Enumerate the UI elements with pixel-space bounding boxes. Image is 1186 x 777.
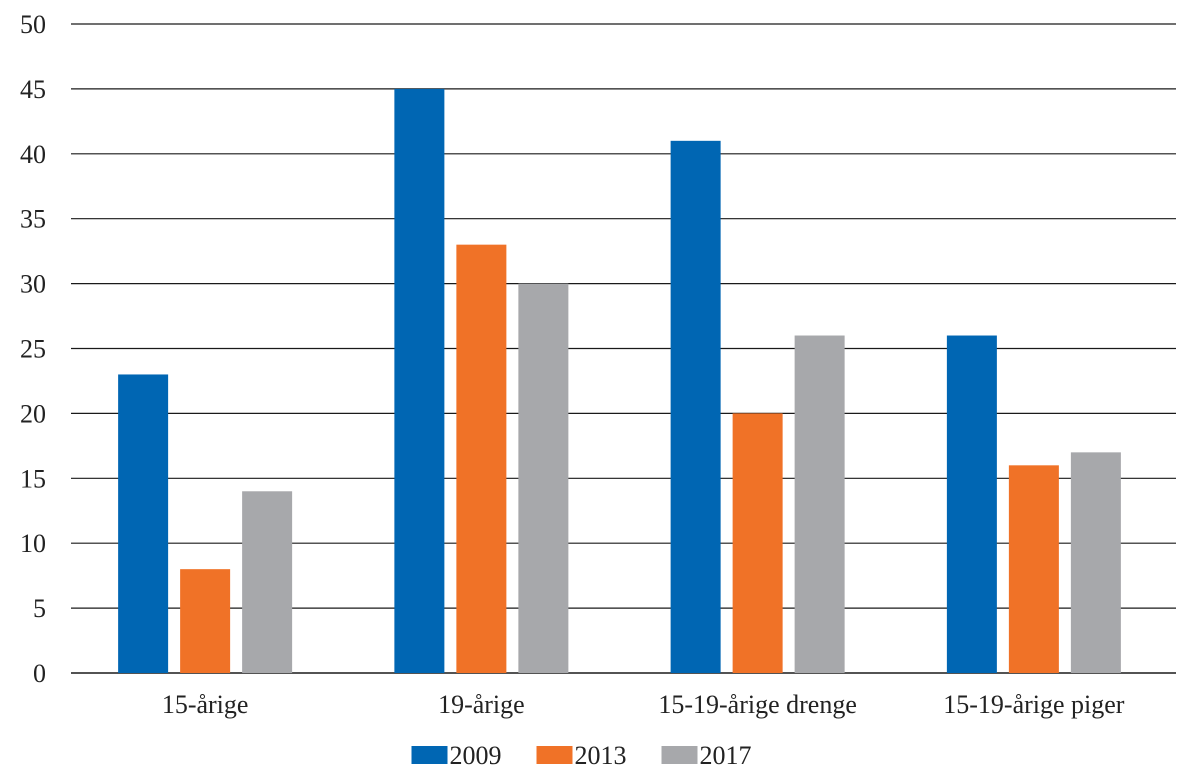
bar-2009	[394, 88, 445, 673]
y-tick-label: 35	[20, 205, 46, 234]
legend-swatch-2017	[661, 746, 698, 764]
bar-2009	[118, 374, 169, 673]
bar-2009	[946, 335, 997, 673]
y-tick-label: 20	[20, 399, 46, 428]
bar-2009	[670, 140, 721, 673]
x-category-label: 15-årige	[162, 690, 249, 719]
bar-2017	[1070, 452, 1121, 673]
y-axis-tick-labels: 0 5 10 15 20 25 30 35 40 45 50	[20, 10, 46, 688]
legend-label: 2009	[450, 741, 502, 770]
legend-label: 2017	[700, 741, 752, 770]
y-tick-label: 5	[33, 594, 46, 623]
y-tick-label: 15	[20, 464, 46, 493]
legend-label: 2013	[575, 741, 627, 770]
x-category-label: 19-årige	[438, 690, 525, 719]
bar-2017	[794, 335, 845, 673]
y-tick-label: 0	[33, 659, 46, 688]
legend-swatch-2009	[411, 746, 448, 764]
bar-2013	[180, 569, 231, 673]
y-tick-label: 40	[20, 140, 46, 169]
x-category-label: 15-19-årige piger	[943, 690, 1125, 719]
y-tick-label: 50	[20, 10, 46, 39]
bar-2013	[456, 244, 507, 673]
bar-2017	[518, 283, 569, 673]
y-tick-label: 25	[20, 335, 46, 364]
y-tick-label: 45	[20, 75, 46, 104]
bar-2013	[1008, 465, 1059, 673]
legend-swatch-2013	[536, 746, 573, 764]
y-tick-label: 10	[20, 529, 46, 558]
y-tick-label: 30	[20, 270, 46, 299]
x-category-label: 15-19-årige drenge	[658, 690, 857, 719]
bars	[118, 88, 1121, 673]
bar-2017	[242, 491, 293, 673]
x-axis-category-labels: 15-årige 19-årige 15-19-årige drenge 15-19-…	[162, 690, 1125, 719]
bar-2013	[732, 413, 783, 673]
legend: 2009 2013 2017	[411, 741, 752, 770]
